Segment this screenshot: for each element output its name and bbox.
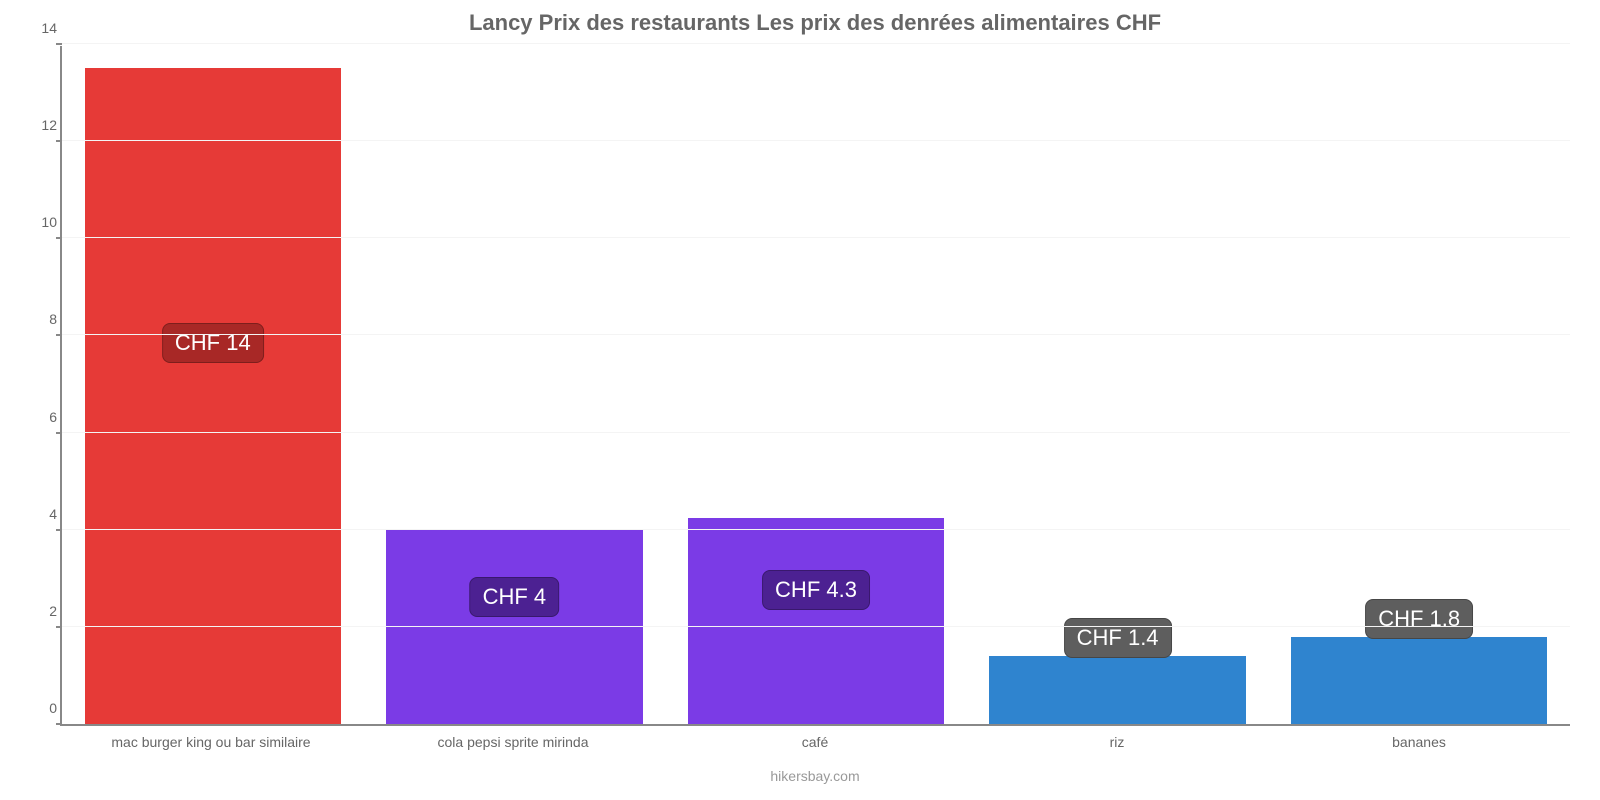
gridline — [62, 334, 1570, 335]
bar — [1291, 637, 1547, 724]
y-tick-label: 2 — [22, 603, 57, 619]
y-tick-label: 4 — [22, 506, 57, 522]
gridline — [62, 43, 1570, 44]
y-tick-label: 14 — [22, 20, 57, 36]
plot-area: CHF 14CHF 4CHF 4.3CHF 1.4CHF 1.8 0246810… — [60, 46, 1570, 726]
bar-value-label: CHF 1.4 — [1064, 618, 1172, 658]
y-tick-label: 8 — [22, 311, 57, 327]
bar-value-label: CHF 1.8 — [1365, 599, 1473, 639]
bar — [688, 518, 944, 724]
bar-value-label: CHF 4 — [470, 577, 560, 617]
y-tick-label: 10 — [22, 214, 57, 230]
y-tick-notch — [56, 529, 62, 531]
bars-layer: CHF 14 CHF 4 CHF 4.3 CHF 1.4 CHF 1.8 — [62, 46, 1570, 724]
bar-value-label: CHF 4.3 — [762, 570, 870, 610]
y-tick-notch — [56, 140, 62, 142]
gridline — [62, 529, 1570, 530]
y-tick-notch — [56, 334, 62, 336]
x-axis-label: bananes — [1392, 734, 1446, 750]
x-axis-label: café — [802, 734, 828, 750]
x-axis-label: cola pepsi sprite mirinda — [438, 734, 589, 750]
y-tick-label: 0 — [22, 700, 57, 716]
y-tick-notch — [56, 723, 62, 725]
gridline — [62, 626, 1570, 627]
y-tick-notch — [56, 43, 62, 45]
x-axis-label: mac burger king ou bar similaire — [111, 734, 310, 750]
y-tick-notch — [56, 237, 62, 239]
bar — [386, 530, 642, 724]
y-tick-label: 6 — [22, 409, 57, 425]
x-axis-label: riz — [1110, 734, 1125, 750]
y-tick-label: 12 — [22, 117, 57, 133]
y-tick-notch — [56, 626, 62, 628]
chart-container: Lancy Prix des restaurants Les prix des … — [0, 0, 1600, 800]
gridline — [62, 140, 1570, 141]
bar — [989, 656, 1245, 724]
x-axis-labels: mac burger king ou bar similairecola pep… — [60, 726, 1570, 746]
gridline — [62, 432, 1570, 433]
bar-value-label: CHF 14 — [162, 323, 264, 363]
y-tick-notch — [56, 432, 62, 434]
chart-title: Lancy Prix des restaurants Les prix des … — [60, 10, 1570, 36]
source-text: hikersbay.com — [60, 768, 1570, 784]
gridline — [62, 237, 1570, 238]
